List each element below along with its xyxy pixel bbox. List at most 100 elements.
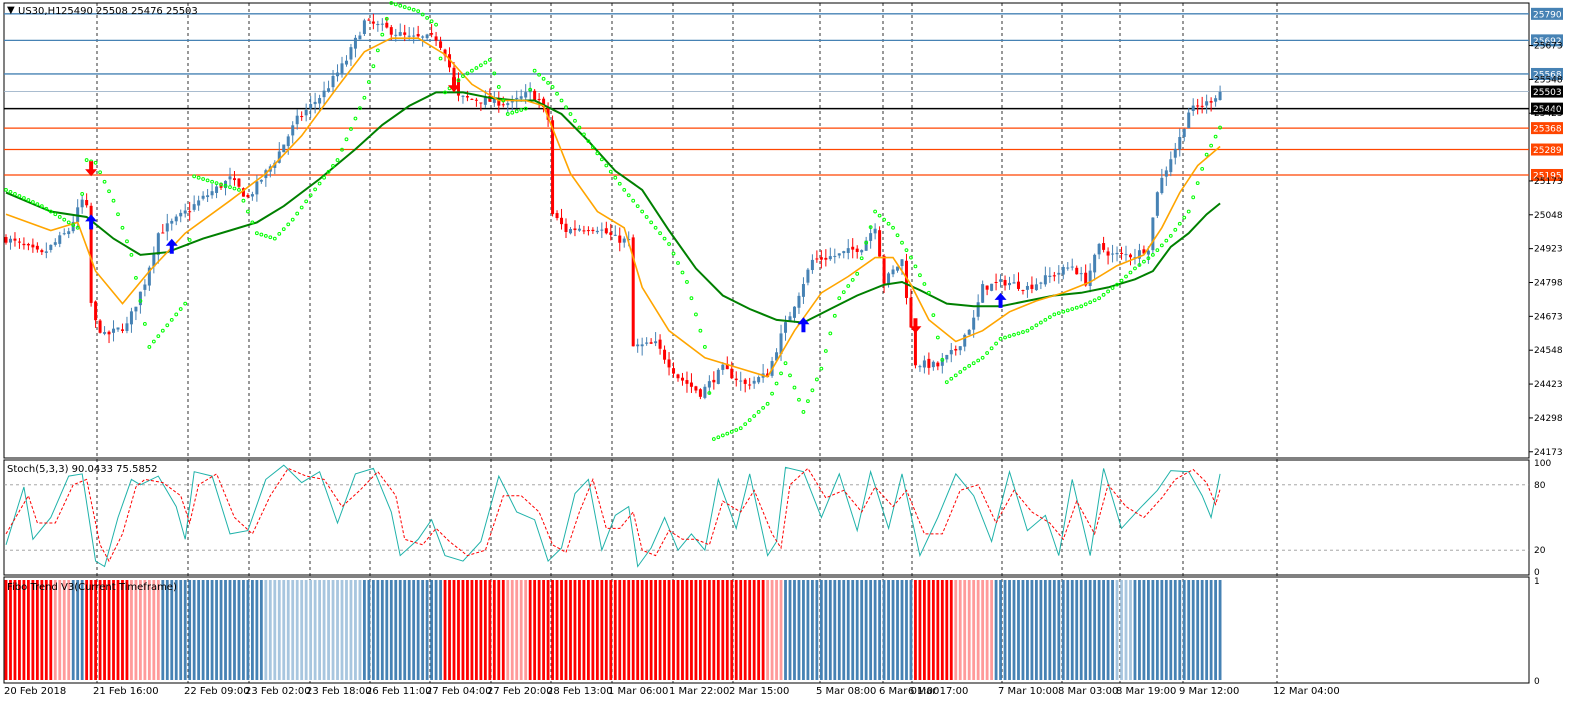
x-tick-label: 8 Mar 19:00 (1116, 686, 1176, 697)
histogram-bar (900, 580, 904, 680)
candle-body (362, 20, 366, 34)
sar-dot (949, 376, 954, 381)
sar-dot (174, 312, 179, 317)
y-tick-label: 24798 (1534, 279, 1563, 289)
stochastic-lines: 100 80 20 0 (4, 459, 1551, 578)
histogram-bar (1129, 580, 1132, 680)
level-label-box (1531, 34, 1563, 47)
candle-body (1021, 290, 1025, 292)
sar-dot (783, 361, 788, 366)
sar-dot (366, 80, 371, 84)
histogram-bar (734, 580, 738, 680)
candle-body (685, 380, 689, 384)
histogram-bar (775, 580, 778, 680)
histogram-bar (972, 580, 976, 680)
sar-dot (644, 215, 649, 219)
candle-body (519, 96, 523, 99)
candle-body (291, 125, 295, 136)
sar-dot (456, 78, 461, 83)
histogram-bar (309, 580, 313, 680)
sar-dot (1142, 259, 1146, 264)
candle-body (510, 100, 514, 103)
sar-dot (971, 361, 976, 366)
histogram-bar (1147, 580, 1150, 680)
candle-body (44, 251, 48, 253)
candle-body (542, 98, 546, 108)
sar-dot (1034, 323, 1039, 328)
sar-dot (335, 158, 340, 162)
histogram-bar (49, 580, 53, 680)
histogram-bar (976, 580, 980, 680)
candle-body (1052, 275, 1056, 277)
sar-dot (358, 106, 362, 111)
histogram-bar (869, 580, 873, 680)
histogram-bar (1021, 580, 1025, 680)
candle-body (1155, 192, 1159, 216)
candle-body (1169, 159, 1173, 173)
histogram-bar (367, 580, 371, 680)
histogram-bar (663, 580, 666, 680)
candle-body (1218, 91, 1222, 100)
candle-body (129, 311, 133, 325)
sar-dot (4, 187, 8, 192)
candle-body (134, 306, 138, 312)
candle-body (152, 253, 156, 267)
candle-body (22, 243, 26, 246)
sar-dot (738, 426, 743, 431)
histogram-bar (824, 580, 828, 680)
candle-body (1146, 250, 1150, 255)
histogram-pane[interactable] (3, 576, 1530, 684)
histogram-bar (80, 580, 84, 680)
histogram-bar (569, 580, 572, 680)
sar-dot (1119, 278, 1124, 283)
candle-body (609, 232, 613, 235)
candle-body (241, 188, 245, 197)
candle-body (80, 199, 84, 208)
candle-body (810, 259, 814, 271)
candle-body (999, 279, 1003, 282)
histogram-bar (551, 580, 554, 680)
stochastic-pane[interactable] (3, 459, 1530, 576)
sar-dot (1213, 134, 1218, 139)
sell-arrow-icon (85, 161, 98, 177)
sar-dot (22, 196, 26, 200)
histogram-bar (425, 580, 429, 680)
sar-dot (1155, 248, 1160, 253)
sar-dot (667, 242, 671, 246)
sar-dot (246, 209, 250, 214)
histogram-bar (300, 580, 304, 680)
sar-dot (380, 32, 385, 37)
candle-body (1043, 275, 1047, 285)
y-tick-label: 24423 (1534, 380, 1563, 390)
candle-body (819, 257, 823, 260)
candle-body (421, 36, 425, 38)
sar-dot (653, 225, 658, 230)
candle-body (116, 327, 120, 330)
candle-body (1016, 281, 1020, 289)
candle-body (855, 248, 859, 252)
candle-body (1012, 282, 1016, 284)
histogram-bar (291, 580, 295, 680)
symbol-label[interactable]: US30,H1 (18, 6, 61, 17)
sar-dot (774, 381, 779, 386)
histogram-bar (1182, 580, 1186, 680)
candle-body (891, 269, 895, 275)
y-tick-label: 25423 (1534, 109, 1563, 119)
candle-body (698, 389, 702, 397)
symbol-dropdown-icon[interactable]: ▼ (7, 5, 15, 16)
histogram-bar (797, 580, 801, 680)
candle-body (896, 266, 900, 271)
histogram-bar (770, 580, 774, 680)
histogram-bar (313, 580, 317, 680)
sar-dot (998, 336, 1003, 341)
sar-dot (819, 366, 824, 371)
histogram-bar (967, 580, 971, 680)
sar-dot (837, 296, 842, 301)
sar-dot (116, 212, 120, 217)
sar-dot (613, 175, 618, 180)
price-pane[interactable] (3, 2, 1530, 459)
histogram-bar (354, 580, 357, 680)
x-tick-label: 27 Feb 20:00 (487, 686, 553, 697)
candle-body (757, 377, 761, 383)
